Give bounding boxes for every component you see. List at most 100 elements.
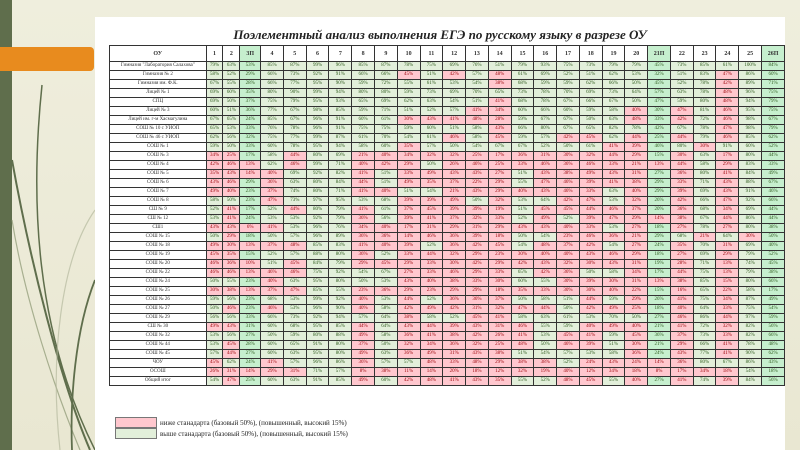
score-cell: 13% (647, 277, 671, 287)
score-cell: 51% (510, 205, 535, 215)
score-cell: 35% (222, 250, 241, 260)
score-cell: 76% (260, 124, 284, 134)
score-cell: 47% (282, 286, 307, 296)
score-cell: 40% (669, 304, 694, 314)
score-cell: 27% (669, 250, 694, 260)
score-cell: 84% (761, 61, 785, 71)
score-cell: 17% (239, 151, 262, 161)
score-cell: 82% (601, 124, 626, 134)
score-cell: 46% (556, 187, 580, 197)
score-cell: 55% (533, 322, 558, 332)
score-cell: 58% (465, 133, 489, 143)
score-cell: 84% (305, 259, 330, 269)
score-cell: 57% (533, 133, 558, 143)
score-cell: 39% (442, 205, 467, 215)
score-cell: 28% (239, 79, 262, 89)
score-cell: 69% (692, 187, 717, 197)
score-cell: 69% (738, 241, 763, 251)
score-cell: 44% (351, 178, 375, 188)
score-cell: 41% (578, 331, 603, 341)
score-cell: 40% (556, 250, 580, 260)
score-cell: 42% (373, 160, 398, 170)
score-cell: 56% (761, 322, 785, 332)
score-cell: 35% (510, 286, 535, 296)
score-cell: 29% (396, 286, 421, 296)
score-cell: 17% (715, 151, 740, 161)
score-cell: 26% (442, 160, 467, 170)
score-cell: 96% (305, 223, 330, 233)
score-cell: 31% (465, 304, 489, 314)
score-cell: 58% (510, 313, 535, 323)
school-name: СШ № 9 (109, 205, 207, 215)
score-cell: 80% (533, 124, 558, 134)
score-cell: 66% (692, 340, 717, 350)
score-cell: 36% (669, 169, 694, 179)
score-cell: 27% (669, 223, 694, 233)
score-cell: 63% (373, 349, 398, 359)
score-cell: 39% (715, 376, 740, 386)
score-cell: 15% (647, 286, 671, 296)
table-row: СОШ № 45 57% 44% 27% 60% 63% 95% 80% 49% 63% 36% 49… (109, 349, 785, 359)
score-cell: 29% (442, 286, 467, 296)
score-cell: 45% (578, 376, 603, 386)
score-cell: 56% (222, 133, 241, 143)
score-cell: 71% (692, 259, 717, 269)
score-cell: 40% (351, 295, 375, 305)
score-cell: 36% (373, 232, 398, 242)
score-cell: 47% (510, 304, 535, 314)
score-cell: 34% (487, 106, 512, 116)
score-cell: 86% (738, 214, 763, 224)
score-cell: 98% (738, 124, 763, 134)
score-cell: 48% (761, 340, 785, 350)
score-cell: 36% (351, 250, 375, 260)
score-cell: 37% (396, 205, 421, 215)
score-cell: 37% (442, 178, 467, 188)
score-cell: 46% (715, 106, 740, 116)
score-cell: 33% (715, 304, 740, 314)
score-cell: 18% (647, 304, 671, 314)
score-cell: 76% (328, 223, 353, 233)
score-cell: 42% (715, 79, 740, 89)
score-cell: 50% (465, 196, 489, 206)
score-cell: 50% (222, 97, 241, 107)
score-cell: 69% (328, 151, 353, 161)
score-cell: 94% (738, 97, 763, 107)
score-cell: 32% (487, 196, 512, 206)
score-cell: 45% (465, 313, 489, 323)
school-name: Гимназия "Лаборатория Салахова" (109, 61, 207, 71)
score-cell: 53% (282, 295, 307, 305)
score-cell: 41% (419, 214, 444, 224)
legend: ниже станадарта (базовый 50%), (повышенн… (115, 417, 348, 439)
score-cell: 54% (601, 241, 626, 251)
school-name: СОШ № 5 (109, 169, 207, 179)
score-cell: 49% (442, 196, 467, 206)
score-cell: 58% (373, 331, 398, 341)
score-cell: 50% (510, 232, 535, 242)
score-cell: 50% (260, 331, 284, 341)
score-cell: 33% (647, 115, 671, 125)
score-cell: 36% (669, 205, 694, 215)
score-cell: 30% (738, 232, 763, 242)
score-cell: 29% (624, 295, 649, 305)
score-cell: 18% (647, 223, 671, 233)
score-cell: 33% (239, 124, 262, 134)
decorative-grass-icon (11, 84, 96, 450)
score-cell: 41% (351, 205, 375, 215)
score-cell: 32% (487, 304, 512, 314)
school-name: СОШ № 15 (109, 232, 207, 242)
score-cell: 49% (351, 349, 375, 359)
score-cell: 85% (328, 376, 353, 386)
score-cell: 30% (510, 250, 535, 260)
score-cell: 67% (282, 106, 307, 116)
table-row: ОСОШ 26% 31% 14% 29% 31% 71% 57% 8% 38% 11% 14% 20% 1… (109, 367, 785, 377)
score-cell: 69% (205, 88, 224, 98)
score-cell: 59% (510, 133, 535, 143)
score-cell: 26% (487, 331, 512, 341)
score-cell: 95% (305, 349, 330, 359)
school-name: СОШ № 4 (109, 160, 207, 170)
score-cell: 78% (692, 223, 717, 233)
score-cell: 45% (647, 61, 671, 71)
score-cell: 45% (282, 259, 307, 269)
table-body: Гимназия "Лаборатория Салахова" 79% 63% 53%… (109, 61, 785, 386)
score-cell: 48% (419, 376, 444, 386)
